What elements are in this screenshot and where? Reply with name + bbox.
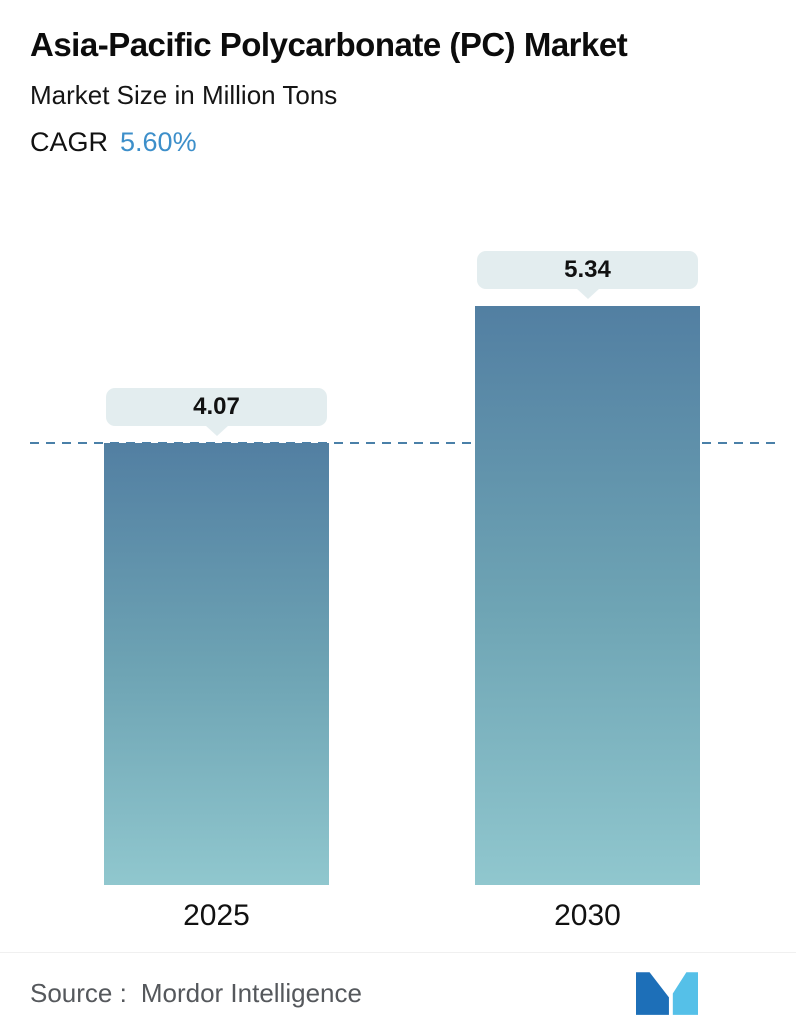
source-value: Mordor Intelligence: [140, 978, 362, 1008]
pill-caret-icon: [575, 287, 600, 299]
value-label-2030: 5.34: [564, 255, 611, 283]
cagr-row: CAGR 5.60%: [30, 127, 776, 158]
pill-caret-icon: [204, 425, 229, 437]
bar-group-2030: 5.34 2030: [475, 230, 700, 932]
source-label: Source :: [30, 978, 127, 1008]
mordor-intelligence-logo-icon: [636, 972, 698, 1015]
chart-footer: Source : Mordor Intelligence: [0, 952, 796, 1034]
category-label-2030: 2030: [554, 899, 621, 932]
reference-line: [30, 442, 775, 445]
chart-header: Asia-Pacific Polycarbonate (PC) Market M…: [30, 26, 776, 158]
bar-group-2025: 4.07 2025: [104, 230, 329, 932]
category-label-2025: 2025: [183, 899, 250, 932]
bar-chart: 4.07 2025 5.34 2030: [30, 230, 775, 932]
value-pill-2025: 4.07: [106, 388, 327, 437]
cagr-label: CAGR: [30, 126, 109, 157]
bar-2025: [104, 443, 329, 885]
page-title: Asia-Pacific Polycarbonate (PC) Market: [30, 26, 628, 63]
value-pill-2030: 5.34: [477, 250, 698, 299]
cagr-value: 5.60%: [120, 126, 197, 157]
value-label-2025: 4.07: [193, 393, 240, 421]
bar-2030: [475, 305, 700, 885]
source-attribution: Source : Mordor Intelligence: [30, 978, 362, 1009]
chart-subtitle: Market Size in Million Tons: [30, 79, 338, 110]
